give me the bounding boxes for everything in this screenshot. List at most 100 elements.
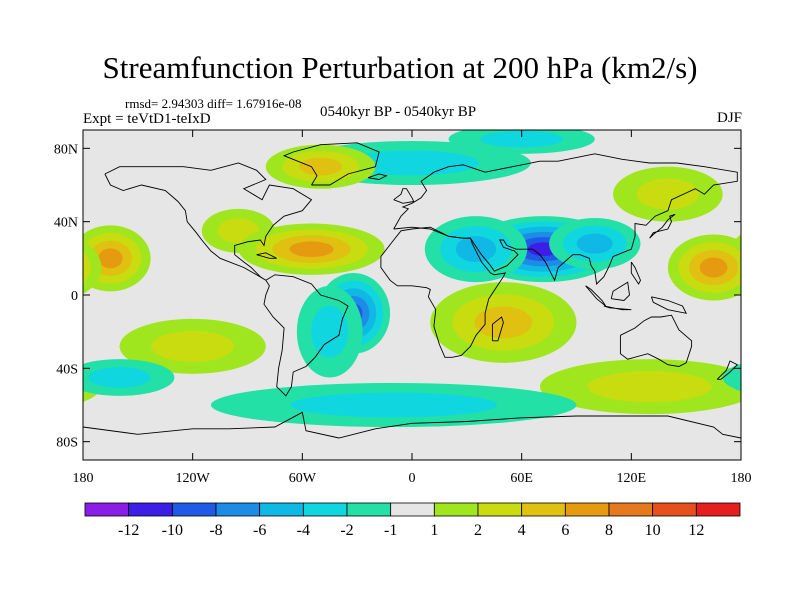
coastline	[716, 360, 739, 380]
coastline	[650, 296, 688, 314]
coastlines	[83, 142, 741, 439]
contour-fill	[480, 130, 563, 148]
contour-fill	[299, 158, 343, 176]
x-tick-label: 120W	[176, 471, 211, 486]
colorbar-box	[695, 502, 741, 517]
colorbar-label: 8	[605, 522, 613, 539]
coastline	[610, 281, 630, 301]
contour-fill	[83, 251, 91, 284]
rmsd-diff-label: rmsd= 2.94303 diff= 1.67916e-08	[125, 96, 302, 111]
coastline	[603, 305, 632, 311]
colorbar-box	[128, 502, 173, 517]
colorbar-label: -10	[162, 522, 183, 539]
colorbar: -12 -10 -8 -6 -4 -2 -1 1 2 4 6 8 10 12	[84, 502, 741, 539]
colorbar-box	[521, 502, 566, 517]
contour-fill	[576, 233, 613, 254]
contour-fill	[98, 248, 123, 269]
contour-fill	[42, 258, 70, 278]
coastline	[393, 153, 738, 285]
coastline	[83, 411, 741, 439]
y-tick-label: 80S	[56, 436, 78, 451]
y-tick-label: 40S	[56, 362, 78, 377]
colorbar-label: -4	[297, 522, 310, 539]
coastline	[367, 173, 388, 180]
contour-fill	[699, 257, 728, 278]
field-blob	[613, 166, 723, 222]
coastline	[649, 213, 676, 239]
season-label: DJF	[716, 110, 742, 126]
colorbar-box	[433, 502, 479, 517]
contour-fill	[151, 330, 234, 362]
colorbar-label: 2	[474, 522, 482, 539]
x-tick-label: 180	[731, 471, 752, 486]
colorbar-box	[346, 502, 392, 517]
colorbar-box	[608, 502, 654, 517]
colorbar-label: -2	[340, 522, 353, 539]
contour-fill	[587, 371, 712, 403]
colorbar-label: -12	[118, 522, 139, 539]
field-blob	[119, 318, 266, 374]
colorbar-box	[84, 502, 130, 517]
coastline	[263, 274, 349, 397]
contour-fill	[290, 392, 498, 418]
field-blob	[549, 218, 641, 270]
contour-fill	[344, 150, 480, 176]
contour-fill	[311, 305, 349, 358]
colorbar-label: 6	[561, 522, 569, 539]
contour-fill	[756, 248, 780, 268]
field-blob	[31, 234, 741, 301]
coastline	[491, 316, 504, 342]
x-tick-label: 0	[409, 471, 416, 486]
y-tick-label: 0	[71, 289, 78, 304]
field-blob	[265, 144, 376, 189]
x-tick-label: 60E	[510, 471, 533, 486]
field-blob	[296, 285, 363, 378]
colorbar-box	[652, 502, 697, 517]
field-blob	[0, 359, 741, 415]
y-tick-label: 80N	[54, 142, 78, 157]
contour-fill	[737, 246, 741, 270]
contour-fill	[636, 178, 699, 210]
contour-fill	[0, 371, 54, 402]
colorbar-label: 1	[430, 522, 438, 539]
chart-title: Streamfunction Perturbation at 200 hPa (…	[102, 50, 698, 85]
contour-fill	[83, 241, 102, 294]
field-blob	[83, 359, 741, 396]
coastline	[282, 142, 380, 186]
colorbar-label: 4	[518, 522, 526, 539]
contour-fill	[289, 241, 334, 257]
coastline	[393, 188, 415, 204]
coastline	[630, 261, 641, 285]
colorbar-box	[302, 502, 348, 517]
colorbar-box	[477, 502, 523, 517]
x-tick-label: 120E	[617, 471, 647, 486]
colorbar-box	[564, 502, 610, 517]
x-tick-label: 60W	[289, 471, 317, 486]
contour-fill	[88, 367, 151, 388]
colorbar-label: -1	[384, 522, 397, 539]
colorbar-box	[215, 502, 261, 517]
x-tick-label: 180	[73, 471, 94, 486]
coastline	[380, 226, 506, 358]
contour-fill	[31, 250, 80, 285]
field-blob	[210, 383, 577, 427]
colorbar-box	[390, 502, 435, 517]
coastline	[256, 252, 277, 259]
period-label: 0540kyr BP - 0540kyr BP	[320, 104, 477, 120]
colorbar-label: 12	[688, 522, 704, 539]
colorbar-label: -8	[209, 522, 222, 539]
contour-fill	[455, 236, 497, 263]
field-blob	[238, 223, 385, 275]
y-tick-label: 40N	[54, 216, 78, 231]
contour-fill	[747, 241, 790, 276]
coastline	[619, 314, 693, 367]
coastline	[104, 162, 313, 281]
field-contours	[0, 130, 790, 427]
field-blob	[424, 216, 528, 283]
coastline	[585, 285, 607, 307]
colorbar-box	[171, 502, 217, 517]
colorbar-box	[259, 502, 304, 517]
field-blob	[448, 130, 595, 154]
colorbar-label: -6	[253, 522, 266, 539]
